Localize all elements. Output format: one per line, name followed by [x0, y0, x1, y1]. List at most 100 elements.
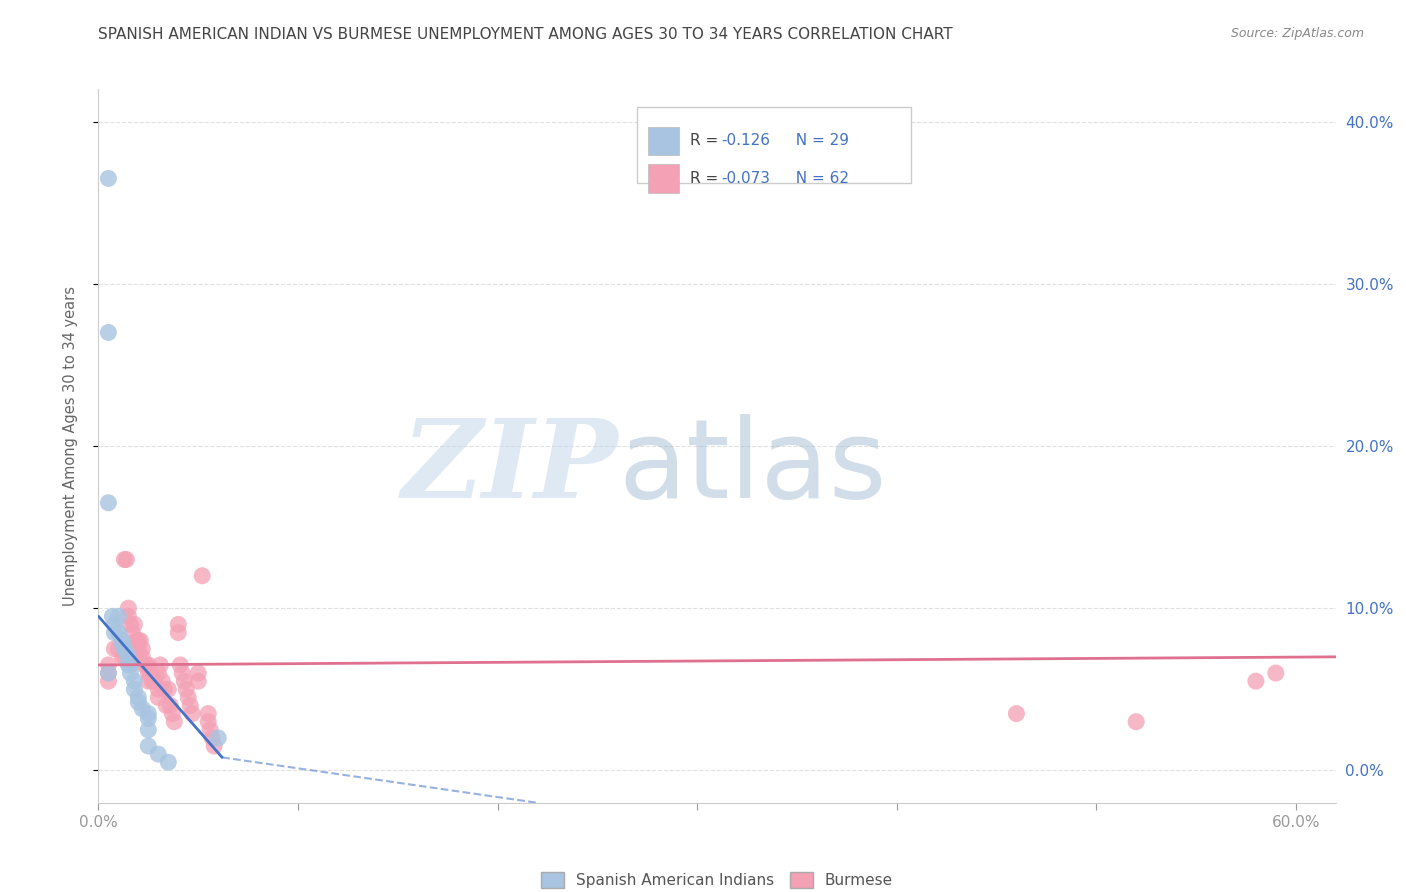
Point — [117, 657, 139, 672]
Point — [129, 633, 152, 648]
Point — [174, 682, 197, 697]
Point — [139, 666, 162, 681]
Point — [117, 649, 139, 664]
Point — [187, 666, 209, 681]
Point — [117, 609, 139, 624]
Point — [117, 641, 139, 656]
Point — [103, 617, 125, 632]
Point — [121, 625, 143, 640]
Text: R =: R = — [690, 134, 723, 148]
Point — [107, 609, 129, 624]
Point — [127, 695, 149, 709]
Point — [136, 674, 159, 689]
Point — [111, 637, 134, 651]
Point — [127, 641, 149, 656]
Point — [1264, 666, 1286, 681]
Point — [120, 666, 142, 681]
Point — [172, 666, 194, 681]
Point — [150, 674, 173, 689]
Point — [202, 739, 225, 753]
Point — [107, 641, 129, 656]
Point — [97, 657, 120, 672]
Point — [97, 496, 120, 510]
Point — [197, 706, 219, 721]
Point — [127, 690, 149, 705]
Point — [101, 609, 124, 624]
Point — [112, 641, 135, 656]
Point — [169, 657, 191, 672]
Point — [136, 739, 159, 753]
Point — [173, 674, 195, 689]
Text: SPANISH AMERICAN INDIAN VS BURMESE UNEMPLOYMENT AMONG AGES 30 TO 34 YEARS CORREL: SPANISH AMERICAN INDIAN VS BURMESE UNEMP… — [98, 27, 953, 42]
Point — [1125, 714, 1147, 729]
Point — [115, 552, 138, 566]
Point — [127, 633, 149, 648]
Point — [143, 674, 166, 689]
Point — [149, 657, 172, 672]
Point — [103, 625, 125, 640]
Text: N = 29: N = 29 — [786, 134, 849, 148]
Point — [112, 552, 135, 566]
Point — [124, 617, 146, 632]
Point — [197, 714, 219, 729]
Point — [157, 756, 180, 770]
Point — [1244, 674, 1267, 689]
Point — [120, 617, 142, 632]
Text: atlas: atlas — [619, 414, 887, 521]
Point — [187, 674, 209, 689]
Point — [127, 649, 149, 664]
Point — [181, 706, 204, 721]
Text: N = 62: N = 62 — [786, 171, 849, 186]
Point — [136, 706, 159, 721]
Point — [120, 657, 142, 672]
Point — [124, 682, 146, 697]
Point — [97, 674, 120, 689]
Point — [112, 649, 135, 664]
Text: -0.073: -0.073 — [721, 171, 770, 186]
Point — [117, 601, 139, 615]
Point — [135, 657, 157, 672]
Point — [103, 641, 125, 656]
Y-axis label: Unemployment Among Ages 30 to 34 years: Unemployment Among Ages 30 to 34 years — [63, 286, 77, 606]
Point — [115, 645, 138, 659]
Point — [131, 702, 153, 716]
Point — [124, 674, 146, 689]
Point — [163, 714, 186, 729]
Point — [131, 641, 153, 656]
Point — [167, 625, 190, 640]
Point — [107, 625, 129, 640]
Point — [97, 326, 120, 340]
Point — [179, 698, 201, 713]
Legend: Spanish American Indians, Burmese: Spanish American Indians, Burmese — [541, 872, 893, 888]
Point — [148, 666, 170, 681]
Point — [207, 731, 229, 745]
Point — [97, 171, 120, 186]
Point — [111, 649, 134, 664]
Point — [191, 568, 214, 582]
Point — [167, 617, 190, 632]
Point — [131, 649, 153, 664]
Point — [136, 711, 159, 725]
Point — [159, 698, 181, 713]
Text: Source: ZipAtlas.com: Source: ZipAtlas.com — [1230, 27, 1364, 40]
Point — [201, 731, 224, 745]
Point — [1005, 706, 1028, 721]
Point — [148, 682, 170, 697]
Text: -0.126: -0.126 — [721, 134, 770, 148]
Point — [155, 698, 177, 713]
Text: R =: R = — [690, 171, 723, 186]
Point — [125, 633, 148, 648]
Point — [177, 690, 200, 705]
Point — [134, 657, 156, 672]
Point — [97, 666, 120, 681]
Point — [148, 690, 170, 705]
Point — [141, 674, 163, 689]
Point — [97, 666, 120, 681]
Point — [157, 682, 180, 697]
Point — [162, 706, 184, 721]
Point — [198, 723, 221, 737]
Text: ZIP: ZIP — [402, 414, 619, 521]
Point — [136, 657, 159, 672]
Point — [111, 633, 134, 648]
Point — [136, 723, 159, 737]
